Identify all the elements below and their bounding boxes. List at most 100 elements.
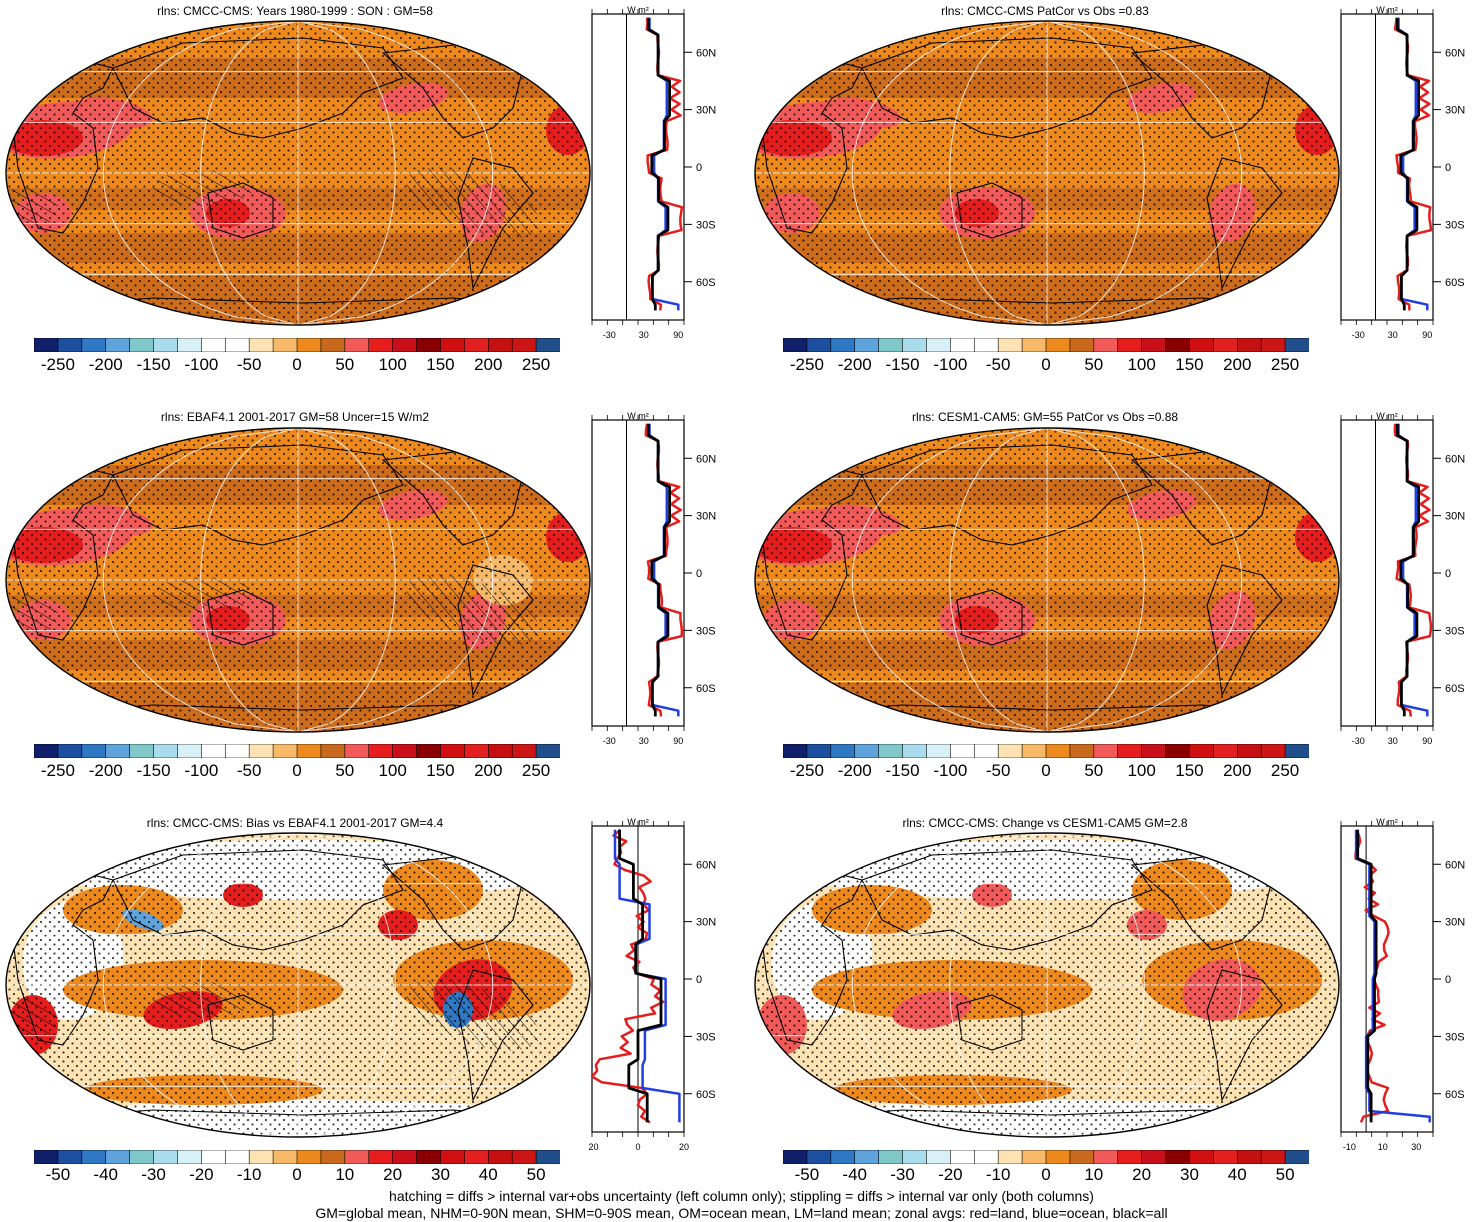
panel-title-1: rlns: CMCC-CMS: Years 1980-1999 : SON : … (157, 4, 433, 18)
colorbar-swatch (1069, 338, 1095, 352)
map-border (754, 427, 1340, 733)
colorbar-swatch (57, 744, 83, 758)
coastline (207, 589, 274, 646)
colorbar-tick-label: 250 (521, 355, 551, 374)
zonal-lat-label: 60S (696, 1089, 716, 1101)
zonal-lat-label: 30S (1445, 625, 1465, 637)
zonal-lat-label: 60N (696, 453, 716, 465)
colorbar-tick-label: 30 (430, 1165, 450, 1184)
panel-title-3: rlns: EBAF4.1 2001-2017 GM=58 Uncer=15 W… (160, 410, 430, 424)
colorbar-swatch (464, 744, 490, 758)
colorbar-swatch (1260, 744, 1286, 758)
zonal-lat-label: 30S (696, 625, 716, 637)
zonal-lat-label: 60S (696, 683, 716, 695)
graticule-lon (200, 21, 299, 325)
footer-line-2: GM=global mean, NHM=0-90N mean, SHM=0-90… (315, 1205, 1168, 1221)
colorbar-tick-label: 0 (1041, 761, 1051, 780)
graticule-lon (200, 428, 299, 732)
colorbar-swatch (1141, 1150, 1167, 1164)
colorbar-swatch (535, 1150, 560, 1164)
colorbar-swatch (973, 744, 999, 758)
map-panel-4 (754, 427, 1340, 733)
colorbar-swatch (57, 338, 83, 352)
colorbar-swatch (34, 744, 59, 758)
zonal-x-tick-label: -20 (588, 1142, 599, 1152)
zonal-lat-label: 0 (1445, 568, 1451, 580)
colorbar-swatch (1213, 744, 1239, 758)
graticule-lon (1046, 833, 1243, 1137)
colorbar-tick-label: -100 (184, 355, 219, 374)
colorbar-swatch (1021, 744, 1047, 758)
zonal-line-all (1396, 423, 1420, 717)
colorbar-swatch (1165, 338, 1191, 352)
colorbar-swatch (535, 338, 560, 352)
colorbar-tick-label: 100 (1127, 355, 1156, 374)
colorbar-tick-label: 50 (1084, 761, 1104, 780)
colorbar-swatch (1045, 338, 1071, 352)
colorbar-swatch (973, 338, 999, 352)
zonal-x-tick-label: 10 (1378, 1142, 1388, 1152)
colorbar-swatch (878, 338, 904, 352)
colorbar-tick-label: 40 (1227, 1165, 1247, 1184)
zonal-lat-label: 30S (696, 1031, 716, 1043)
colorbar-5 (34, 1150, 560, 1164)
colorbar-tick-label: -20 (189, 1165, 214, 1184)
colorbar-tick-label: 150 (1175, 355, 1204, 374)
map-border (754, 832, 1340, 1138)
colorbar-tick-label: -250 (789, 355, 824, 374)
colorbar-swatch (926, 1150, 952, 1164)
colorbar-swatch (224, 744, 250, 758)
zonal-x-tick-label: 30 (639, 330, 649, 340)
colorbar-tick-label: -30 (141, 1165, 166, 1184)
colorbar-tick-label: 250 (1270, 761, 1300, 780)
colorbar-swatch (950, 1150, 976, 1164)
footer-line-1: hatching = diffs > internal var+obs unce… (389, 1188, 1094, 1204)
colorbar-swatch (1236, 338, 1262, 352)
zonal-lat-label: 60S (1445, 1089, 1465, 1101)
zonal-x-tick-label: 90 (1422, 736, 1432, 746)
colorbar-tick-label: 50 (1084, 355, 1104, 374)
colorbar-tick-label: -100 (933, 355, 968, 374)
colorbar-swatch (1117, 1150, 1143, 1164)
colorbar-swatch (1093, 1150, 1119, 1164)
zonal-lat-label: 0 (1445, 974, 1451, 986)
colorbar-swatch (1284, 338, 1309, 352)
zonal-line-all (618, 829, 663, 1123)
colorbar-tick-label: 200 (474, 355, 503, 374)
zonal-lat-label: 0 (696, 162, 702, 174)
zonal-lat-label: 30N (696, 511, 716, 523)
colorbar-swatch (1213, 338, 1239, 352)
colorbar-swatch (1045, 1150, 1071, 1164)
colorbar-swatch (81, 744, 107, 758)
zonal-lat-label: 30S (1445, 1031, 1465, 1043)
zonal-lat-label: 30N (1445, 105, 1465, 117)
colorbar-tick-label: -20 (938, 1165, 963, 1184)
colorbar-swatch (878, 1150, 904, 1164)
colorbar-swatch (368, 338, 394, 352)
coastline (761, 464, 863, 641)
colorbar-swatch (1069, 744, 1095, 758)
colorbar-swatch (129, 338, 155, 352)
colorbar-swatch (153, 744, 179, 758)
colorbar-swatch (950, 338, 976, 352)
colorbar-tick-label: 200 (1223, 355, 1252, 374)
colorbar-tick-label: 40 (478, 1165, 498, 1184)
colorbar-tick-label: 150 (1175, 761, 1204, 780)
colorbar-swatch (902, 338, 928, 352)
colorbar-swatch (878, 744, 904, 758)
zonal-lat-label: 30S (1445, 219, 1465, 231)
colorbar-tick-label: 150 (426, 761, 455, 780)
zonal-lat-label: 30N (696, 917, 716, 929)
colorbar-swatch (272, 744, 298, 758)
colorbar-tick-label: -200 (88, 355, 123, 374)
zonal-lat-label: 60N (1445, 453, 1465, 465)
colorbar-swatch (344, 744, 370, 758)
colorbar-swatch (224, 338, 250, 352)
zonal-lat-label: 60S (696, 277, 716, 289)
colorbar-2 (783, 338, 1309, 352)
colorbar-swatch (1117, 338, 1143, 352)
colorbar-swatch (201, 744, 227, 758)
colorbar-tick-label: 30 (1179, 1165, 1199, 1184)
colorbar-tick-label: -50 (985, 355, 1011, 374)
